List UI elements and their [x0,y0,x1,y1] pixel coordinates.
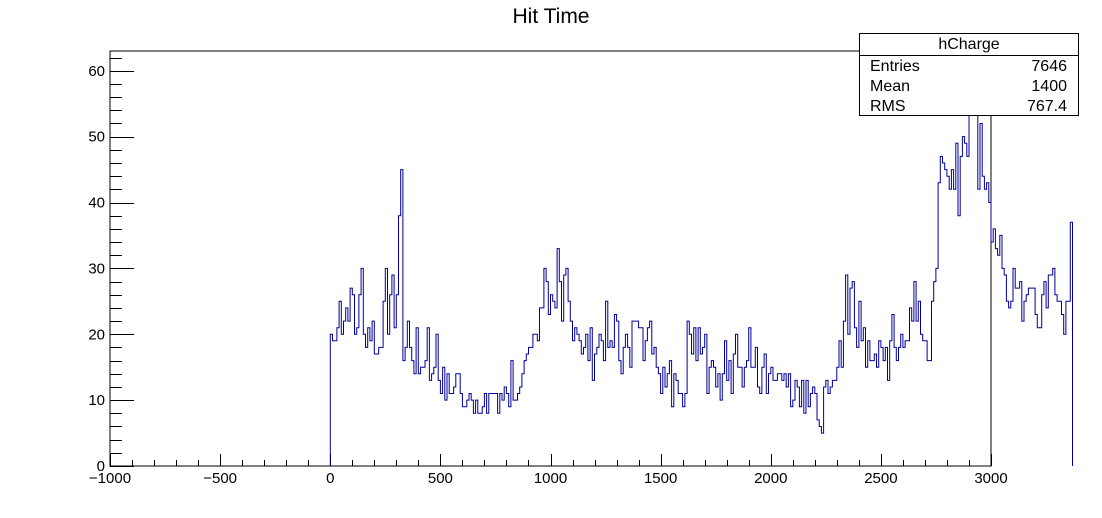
y-tick-label: 50 [88,129,105,146]
x-tick-label: 2500 [864,470,897,487]
axis-ticks [110,58,992,467]
x-tick-label: 3000 [974,470,1007,487]
x-tick-label: 1000 [534,470,567,487]
stats-row-entries: Entries 7646 [860,56,1078,76]
x-tick-label: 500 [428,470,453,487]
histogram-series-line [329,70,1073,466]
x-tick-label: 2000 [754,470,787,487]
stats-label: Mean [870,78,911,95]
axis-tick-labels: −1000 −500 0 500 1000 1500 2000 2500 3000 0 10 20 30… [88,63,1007,487]
stats-row-rms: RMS 767.4 [860,96,1078,116]
x-tick-label: 0 [326,470,334,487]
plot-frame [109,50,992,467]
x-tick-label: 1500 [644,470,677,487]
stats-label: RMS [870,98,906,115]
x-tick-label: −1000 [89,470,131,487]
y-tick-label: 40 [88,195,105,212]
chart-title: Hit Time [512,5,590,28]
y-tick-label: 0 [97,458,105,475]
stats-box: hCharge Entries 7646 Mean 1400 RMS 767.4 [859,33,1079,116]
stats-box-title: hCharge [860,34,1078,56]
stats-row-mean: Mean 1400 [860,76,1078,96]
stats-value: 767.4 [1026,98,1067,115]
y-tick-label: 20 [88,326,105,343]
stats-value: 7646 [1031,58,1067,75]
y-tick-label: 10 [88,392,105,409]
stats-value: 1400 [1031,78,1067,95]
y-tick-label: 30 [88,260,105,277]
stats-label: Entries [870,58,920,75]
x-tick-label: −500 [203,470,237,487]
y-tick-label: 60 [88,63,105,80]
